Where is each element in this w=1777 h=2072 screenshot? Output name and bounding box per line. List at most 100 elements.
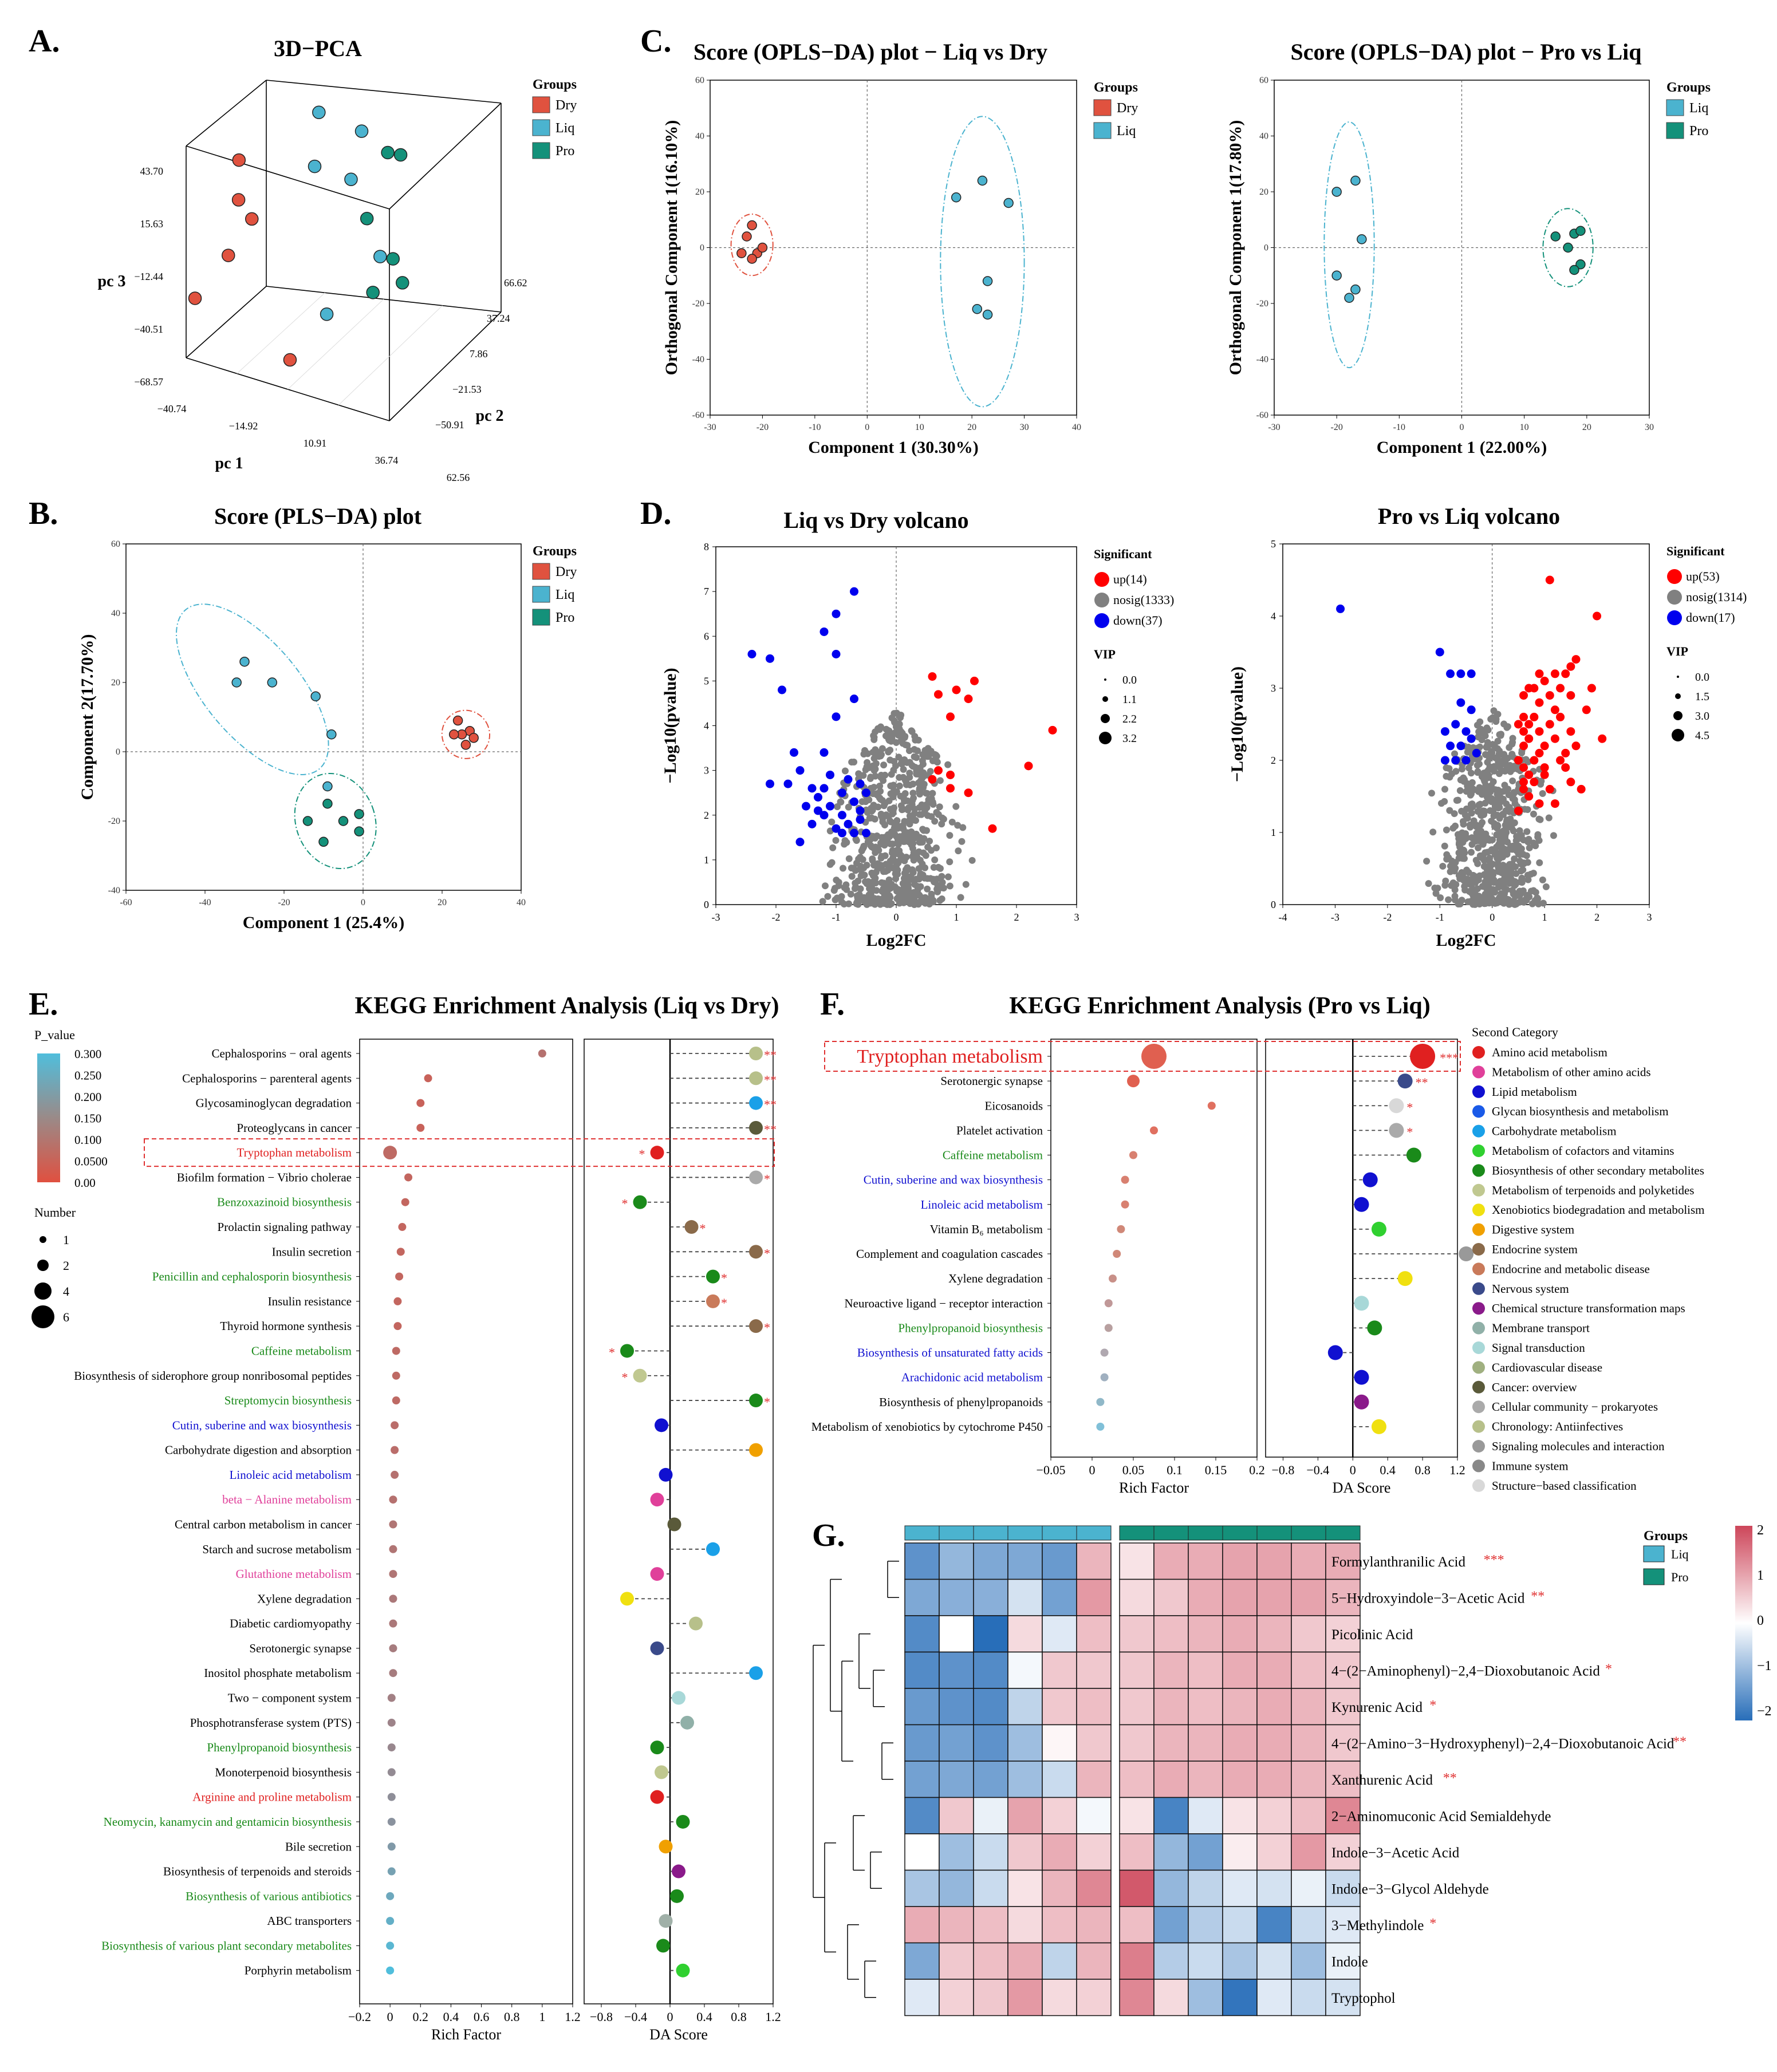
heatmap-colorbar-tick: −1 — [1757, 1659, 1772, 1674]
kegg-e-rich-dot — [391, 1446, 399, 1454]
volcano2-point-nosig — [1460, 820, 1467, 828]
kegg-e-number-title: Number — [34, 1205, 76, 1219]
volcano1-point-nosig — [906, 896, 913, 903]
kegg-f-rich-dot — [1100, 1373, 1109, 1382]
volcano1-point-down — [747, 650, 756, 658]
plsda-point-dry — [452, 715, 463, 726]
opls1-ytick-label: 20 — [695, 187, 704, 197]
kegg-e-rich-dot — [386, 1966, 395, 1975]
volcano2-point-nosig — [1443, 826, 1450, 834]
kegg-f-da-tick-label: −0.8 — [1271, 1463, 1294, 1477]
volcano1-point-nosig — [888, 900, 895, 907]
pca3d-pc1-tick: 10.91 — [304, 437, 327, 449]
kegg-e-pathway-label: Neomycin, kanamycin and gentamicin biosy… — [104, 1815, 352, 1829]
heatmap-cell — [1188, 1942, 1223, 1980]
pca3d-grid — [237, 292, 325, 374]
plsda-point-dry — [448, 729, 459, 740]
volcano1-point-nosig — [923, 790, 930, 797]
plsda-point-pro — [302, 816, 313, 826]
heatmap-chart: Formylanthranilic Acid ***5−Hydroxyindole… — [813, 1523, 1772, 2016]
heatmap-cell — [1076, 1942, 1112, 1980]
kegg-f-category-dot — [1472, 1440, 1485, 1453]
kegg-f-sig-mark: * — [1406, 1100, 1413, 1114]
volcano1-point-nosig — [931, 856, 939, 863]
pca3d-point-liq — [320, 307, 334, 321]
opls1-point-liq — [951, 192, 962, 203]
heatmap-cell — [1076, 1615, 1112, 1653]
kegg-e-pathway-label: Porphyrin metabolism — [245, 1964, 352, 1978]
volcano2-point-nosig — [1490, 763, 1498, 770]
heatmap-row-label: 2−Aminomuconic Acid Semialdehyde — [1331, 1809, 1551, 1824]
volcano2-point-down — [1440, 756, 1449, 765]
volcano1-point-nosig — [911, 745, 918, 753]
heatmap-row-label: 3−Methylindole — [1331, 1918, 1424, 1933]
kegg-f-rich-tick-label: 0.05 — [1122, 1463, 1145, 1477]
opls2-xtick-label: -30 — [1268, 423, 1280, 432]
volcano1-point-nosig — [883, 891, 891, 899]
volcano2-point-nosig — [1451, 893, 1459, 900]
volcano2-point-nosig — [1535, 815, 1543, 823]
volcano1-point-nosig — [878, 879, 885, 886]
opls2-legend-swatch-pro — [1666, 122, 1684, 139]
kegg-e-rich-dot — [389, 1669, 397, 1678]
volcano1-point-nosig — [896, 720, 903, 728]
volcano2-point-up — [1550, 734, 1559, 743]
kegg-e-number-label: 4 — [63, 1284, 69, 1299]
volcano2-point-nosig — [1523, 852, 1530, 859]
plsda-legend-swatch-liq — [532, 586, 550, 603]
kegg-e-pathway-label: Insulin resistance — [268, 1294, 352, 1308]
kegg-f-highlight-box — [824, 1041, 1461, 1072]
volcano1-point-nosig — [944, 761, 952, 768]
volcano1-ytick-label: 8 — [704, 541, 709, 552]
opls2-ylabel: Orthogonal Component 1(17.80%) — [1226, 120, 1245, 376]
pca3d-point-dry — [231, 193, 246, 207]
kegg-e-da-dot — [706, 1542, 720, 1556]
heatmap-cell — [1222, 1797, 1258, 1834]
volcano2-point-nosig — [1482, 831, 1489, 839]
kegg-e-sig-mark: * — [609, 1345, 615, 1359]
volcano1-legend-sig-label: up(14) — [1113, 572, 1147, 586]
pca3d-point-dry — [232, 153, 246, 167]
volcano2-legend-vip-dot — [1672, 729, 1684, 741]
heatmap-cell — [939, 1869, 974, 1907]
heatmap-cell — [973, 1833, 1008, 1871]
plsda-xtick-label: 20 — [438, 898, 447, 907]
opls2-ytick-label: 60 — [1259, 76, 1268, 85]
volcano1-point-nosig — [876, 782, 884, 790]
kegg-e-da-dot — [659, 1914, 673, 1928]
heatmap-cell — [1188, 1688, 1223, 1726]
volcano1-ylabel: −Log10(pvalue) — [661, 668, 680, 783]
heatmap-row-label: Xanthurenic Acid — [1331, 1773, 1433, 1788]
volcano2-point-nosig — [1523, 897, 1530, 904]
volcano2-point-nosig — [1511, 855, 1518, 863]
opls1-xtick-label: 10 — [915, 423, 924, 432]
volcano2-ytick-label: 0 — [1271, 899, 1276, 910]
pca3d-point-pro — [360, 212, 374, 226]
heatmap-cell — [1153, 1688, 1189, 1726]
volcano2-point-down — [1456, 698, 1465, 707]
opls1-point-dry — [747, 254, 757, 264]
kegg-e-rich-dot — [416, 1123, 425, 1132]
volcano1-point-nosig — [904, 741, 911, 749]
volcano1-point-nosig — [869, 806, 876, 814]
volcano2-point-down — [1461, 756, 1471, 765]
volcano1-point-nosig — [911, 901, 918, 908]
volcano1-point-nosig — [928, 813, 935, 820]
heatmap-colorbar-tick: 1 — [1757, 1568, 1764, 1583]
volcano2-point-down — [1446, 741, 1455, 751]
volcano2-point-up — [1571, 655, 1581, 664]
heatmap-cell — [1222, 1942, 1258, 1980]
volcano2-point-nosig — [1441, 842, 1448, 850]
volcano2-point-up — [1587, 684, 1596, 693]
kegg-e-pathway-label: Xylene degradation — [257, 1592, 352, 1605]
volcano2-point-up — [1514, 756, 1523, 765]
volcano1-point-nosig — [838, 893, 845, 900]
volcano1-point-nosig — [926, 838, 933, 845]
heatmap-sig-mark: ** — [1443, 1771, 1457, 1786]
kegg-f-rich-tick-label: 0.2 — [1249, 1463, 1265, 1477]
heatmap-cell — [1153, 1833, 1189, 1871]
volcano2-point-nosig — [1482, 788, 1490, 795]
volcano2-point-nosig — [1479, 839, 1486, 847]
heatmap-cell — [1042, 1651, 1077, 1689]
volcano1-point-nosig — [872, 765, 879, 773]
